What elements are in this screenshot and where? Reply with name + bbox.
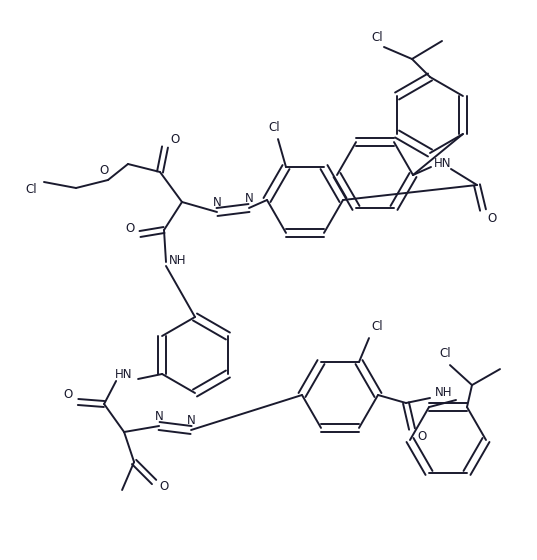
Text: HN: HN bbox=[115, 367, 133, 380]
Text: N: N bbox=[213, 195, 221, 208]
Text: Cl: Cl bbox=[439, 347, 451, 360]
Text: HN: HN bbox=[434, 156, 452, 170]
Text: Cl: Cl bbox=[371, 320, 383, 333]
Text: N: N bbox=[155, 409, 163, 422]
Text: O: O bbox=[417, 430, 426, 442]
Text: Cl: Cl bbox=[268, 120, 280, 134]
Text: NH: NH bbox=[436, 386, 453, 399]
Text: O: O bbox=[488, 212, 497, 225]
Text: N: N bbox=[187, 413, 195, 427]
Text: O: O bbox=[125, 222, 135, 235]
Text: N: N bbox=[245, 192, 253, 204]
Text: O: O bbox=[63, 389, 72, 402]
Text: NH: NH bbox=[169, 254, 187, 267]
Text: Cl: Cl bbox=[371, 30, 383, 44]
Text: O: O bbox=[159, 480, 169, 493]
Text: Cl: Cl bbox=[25, 183, 37, 195]
Text: O: O bbox=[99, 164, 108, 176]
Text: O: O bbox=[170, 133, 179, 146]
